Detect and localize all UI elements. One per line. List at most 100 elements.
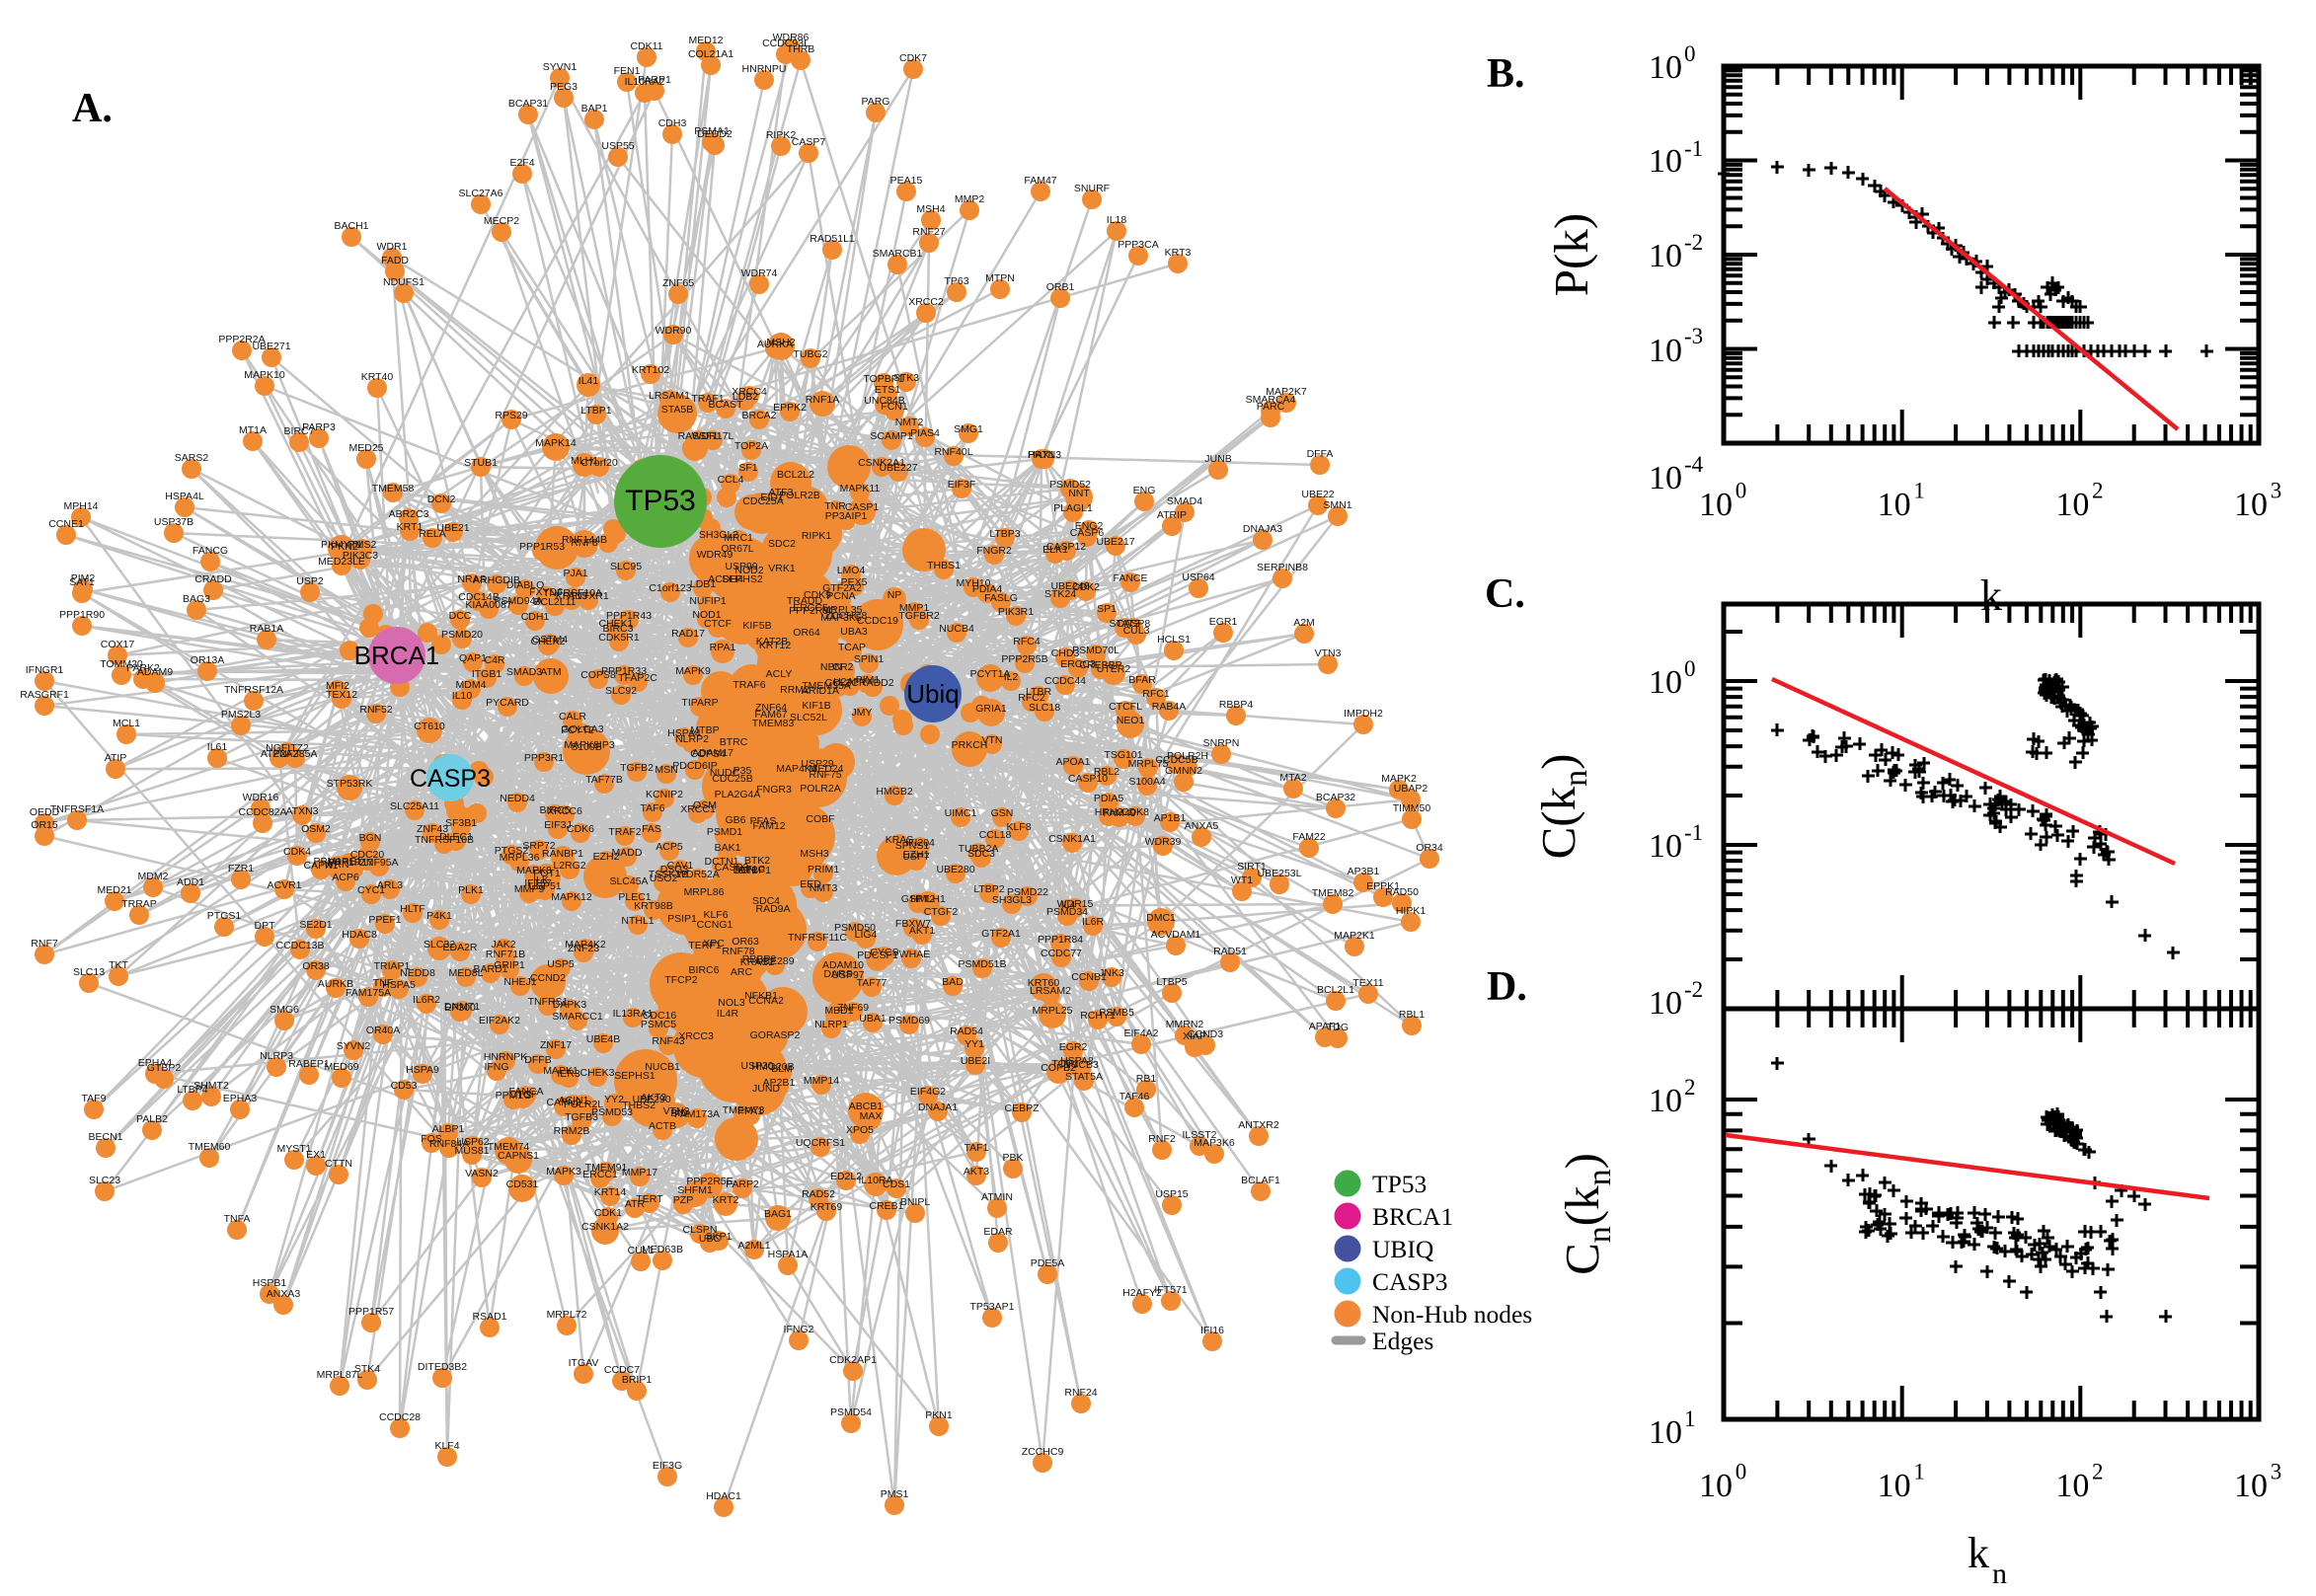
svg-text:A2ML1: A2ML1: [737, 1240, 770, 1252]
svg-text:3: 3: [2271, 478, 2282, 502]
svg-text:PPM1G: PPM1G: [496, 1090, 532, 1102]
svg-text:POLR2B: POLR2B: [779, 490, 819, 501]
svg-text:FXYD6: FXYD6: [529, 586, 563, 598]
svg-text:BIRC5: BIRC5: [540, 804, 571, 816]
svg-text:TP53AP1: TP53AP1: [970, 1301, 1015, 1313]
svg-text:PRKCH: PRKCH: [952, 739, 988, 751]
svg-text:RNF75: RNF75: [809, 769, 841, 781]
svg-text:MAP2K1: MAP2K1: [1334, 930, 1375, 942]
svg-text:ACVR1: ACVR1: [267, 879, 301, 891]
svg-text:LTBP3: LTBP3: [989, 528, 1020, 540]
svg-text:TSG101: TSG101: [1104, 749, 1142, 761]
svg-text:MRPL72: MRPL72: [547, 1309, 587, 1321]
svg-text:PMS2L3: PMS2L3: [221, 709, 261, 721]
svg-text:UQCRFS1: UQCRFS1: [796, 1137, 845, 1149]
svg-text:JUND: JUND: [752, 1083, 780, 1095]
svg-text:BECN1: BECN1: [88, 1131, 122, 1143]
svg-text:MED24: MED24: [809, 763, 843, 775]
svg-text:C.: C.: [1485, 571, 1525, 617]
svg-text:PEA15: PEA15: [890, 175, 923, 187]
svg-text:HCLS1: HCLS1: [1157, 634, 1191, 646]
svg-text:PSMD52: PSMD52: [1049, 479, 1091, 491]
svg-text:TRAF1: TRAF1: [691, 393, 724, 405]
svg-text:TKT: TKT: [109, 959, 128, 971]
svg-text:SRP72: SRP72: [522, 840, 555, 852]
svg-text:XPC: XPC: [703, 938, 725, 950]
svg-text:OR13A: OR13A: [191, 654, 224, 666]
svg-text:AURKA: AURKA: [757, 339, 793, 350]
svg-text:ACIN1: ACIN1: [559, 1095, 589, 1106]
svg-text:ACDH4: ACDH4: [708, 573, 743, 585]
svg-text:EX1: EX1: [306, 1149, 326, 1161]
svg-text:S100B: S100B: [571, 741, 602, 753]
svg-text:CDK5R1: CDK5R1: [598, 632, 640, 644]
svg-text:KRT3: KRT3: [1165, 247, 1192, 259]
svg-text:CDK9: CDK9: [804, 589, 831, 601]
svg-text:MMP9: MMP9: [514, 883, 544, 895]
svg-text:USP7: USP7: [902, 851, 930, 863]
svg-text:KRAS: KRAS: [886, 834, 914, 846]
svg-text:CCL4: CCL4: [718, 474, 744, 486]
svg-text:FAM67: FAM67: [754, 709, 787, 721]
svg-text:ADAM10: ADAM10: [822, 959, 864, 971]
svg-text:MECP2: MECP2: [484, 215, 519, 227]
svg-text:PTGS2: PTGS2: [495, 845, 529, 857]
svg-text:TSSK1B: TSSK1B: [649, 869, 688, 880]
svg-text:WDR49: WDR49: [697, 549, 733, 561]
svg-text:IL4R: IL4R: [717, 1008, 739, 1020]
svg-text:TGFBR2: TGFBR2: [898, 610, 940, 622]
svg-text:RNF52: RNF52: [359, 704, 392, 716]
svg-text:NUCB4: NUCB4: [939, 623, 974, 635]
svg-text:GTF2A2: GTF2A2: [822, 582, 862, 594]
svg-text:PMS2: PMS2: [348, 539, 377, 551]
svg-text:XRCC4: XRCC4: [732, 386, 767, 398]
svg-text:COPB2: COPB2: [1041, 1062, 1076, 1074]
svg-text:H2AFY: H2AFY: [833, 676, 867, 688]
svg-text:UTER2: UTER2: [1097, 663, 1131, 675]
svg-text:ANXA5: ANXA5: [1185, 820, 1219, 832]
svg-text:MSH2: MSH2: [766, 337, 795, 348]
svg-text:FASLG: FASLG: [984, 592, 1018, 604]
svg-text:TOP1: TOP1: [1051, 1058, 1078, 1070]
svg-text:KLF8: KLF8: [1006, 821, 1031, 833]
svg-text:HSPA1A: HSPA1A: [768, 1249, 809, 1260]
svg-text:EGR2: EGR2: [1059, 1041, 1088, 1053]
svg-text:P35: P35: [733, 765, 752, 777]
svg-text:IFNGR1: IFNGR1: [26, 664, 64, 676]
svg-text:DNAJA1: DNAJA1: [918, 1102, 958, 1113]
svg-text:NHEJ1: NHEJ1: [503, 976, 536, 988]
svg-text:POLR2A: POLR2A: [800, 783, 840, 795]
svg-text:CTGF: CTGF: [509, 1089, 538, 1101]
svg-text:PIK3C3: PIK3C3: [343, 550, 378, 562]
svg-text:ORB1: ORB1: [1046, 281, 1075, 293]
svg-text:HSPA4: HSPA4: [667, 727, 701, 739]
svg-text:CCNA2: CCNA2: [748, 995, 784, 1007]
svg-text:CDC20: CDC20: [350, 849, 385, 861]
svg-text:COBF: COBF: [806, 813, 834, 825]
svg-text:RNF78: RNF78: [722, 946, 754, 957]
svg-text:CHD3: CHD3: [1051, 647, 1080, 659]
svg-text:PRTN3: PRTN3: [1028, 449, 1061, 461]
svg-text:FAM12: FAM12: [752, 820, 785, 832]
svg-text:PPM1RE1: PPM1RE1: [313, 856, 361, 868]
svg-text:BIRC7: BIRC7: [284, 425, 315, 437]
svg-text:ARL3: ARL3: [377, 879, 403, 891]
svg-text:WDR16: WDR16: [243, 792, 279, 803]
svg-text:SHMT2: SHMT2: [193, 1080, 229, 1092]
svg-text:FAM49: FAM49: [1103, 807, 1135, 819]
svg-text:CREBBP: CREBBP: [1079, 659, 1121, 671]
svg-text:SLC52L: SLC52L: [790, 712, 827, 723]
svg-text:CSNK1A1: CSNK1A1: [1048, 833, 1096, 845]
svg-text:MSH4: MSH4: [916, 203, 945, 215]
svg-text:GTBP2: GTBP2: [147, 1062, 182, 1074]
svg-text:WT1: WT1: [1231, 874, 1253, 886]
svg-text:GRIA1: GRIA1: [975, 703, 1007, 715]
svg-text:PPP3R1: PPP3R1: [524, 752, 564, 764]
svg-text:GSN: GSN: [991, 807, 1014, 819]
svg-text:USP99: USP99: [725, 561, 757, 572]
svg-text:TAF1: TAF1: [965, 1142, 989, 1154]
svg-text:CCDC77: CCDC77: [1041, 948, 1082, 959]
svg-text:SLC27A6: SLC27A6: [459, 188, 503, 199]
svg-text:BRIP1: BRIP1: [622, 1374, 653, 1386]
svg-text:TOPBP1: TOPBP1: [863, 373, 903, 385]
